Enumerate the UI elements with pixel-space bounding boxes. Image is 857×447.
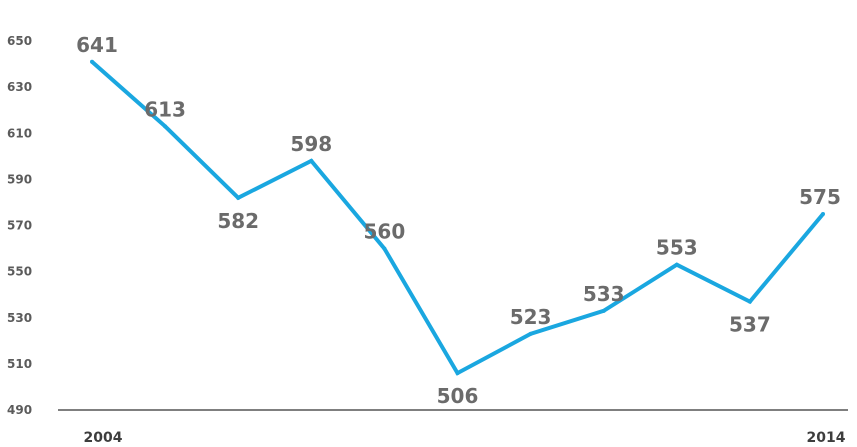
data-point — [309, 158, 314, 163]
data-point — [455, 371, 460, 376]
data-label: 582 — [217, 209, 259, 233]
data-label: 523 — [510, 305, 552, 329]
data-label: 533 — [583, 282, 625, 306]
data-point — [528, 331, 533, 336]
data-label: 537 — [729, 313, 771, 337]
y-tick-label: 650 — [7, 34, 32, 48]
y-tick-label: 490 — [7, 403, 32, 417]
y-tick-label: 510 — [7, 357, 32, 371]
data-point — [601, 308, 606, 313]
y-tick-label: 550 — [7, 265, 32, 279]
y-tick-label: 530 — [7, 311, 32, 325]
y-tick-label: 570 — [7, 219, 32, 233]
data-label: 506 — [437, 384, 479, 408]
data-label: 560 — [364, 220, 406, 244]
x-axis: 2004 2014 — [84, 430, 846, 446]
data-labels: 641 613 582 598 560 506 523 533 553 537 575 — [76, 33, 841, 408]
data-label: 641 — [76, 33, 118, 57]
data-point — [747, 299, 752, 304]
data-label: 575 — [799, 185, 841, 209]
data-point — [821, 211, 825, 216]
data-label: 613 — [144, 97, 186, 121]
y-tick-label: 610 — [7, 126, 32, 140]
data-point — [674, 262, 679, 267]
data-point — [163, 124, 168, 129]
data-label: 598 — [290, 132, 332, 156]
data-point — [382, 246, 387, 251]
series-line — [90, 60, 825, 376]
y-axis: 490 510 530 550 570 590 610 630 650 — [7, 34, 32, 417]
data-point — [90, 59, 94, 64]
data-label: 553 — [656, 236, 698, 260]
y-tick-label: 630 — [7, 80, 32, 94]
y-tick-label: 590 — [7, 172, 32, 186]
x-tick-label: 2004 — [84, 430, 123, 446]
series — [90, 59, 825, 376]
data-point — [236, 195, 241, 200]
x-tick-label: 2014 — [807, 430, 846, 446]
